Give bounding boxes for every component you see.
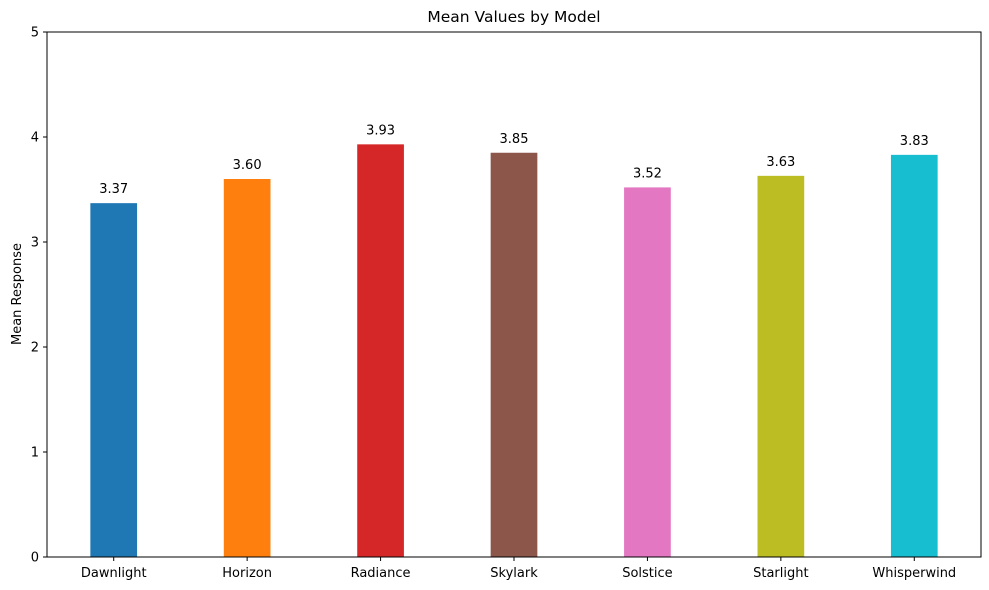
bar-horizon bbox=[223, 179, 271, 557]
data-labels-layer: 3.37 3.60 3.93 3.85 3.52 3.63 3.83 bbox=[99, 123, 929, 197]
y-tick-label: 1 bbox=[31, 446, 39, 461]
bar-dawnlight bbox=[90, 203, 138, 557]
bar-solstice bbox=[624, 187, 671, 557]
x-tick-label-dawnlight: Dawnlight bbox=[81, 566, 147, 581]
y-tick-label: 4 bbox=[31, 131, 39, 146]
chart-title: Mean Values by Model bbox=[427, 8, 600, 26]
x-tick-label-radiance: Radiance bbox=[351, 566, 411, 581]
x-ticks-layer: Dawnlight Horizon Radiance Skylark Solstice S… bbox=[81, 557, 956, 581]
y-tick-label: 5 bbox=[31, 26, 39, 41]
data-label-whisperwind: 3.83 bbox=[900, 134, 929, 149]
y-axis-label: Mean Response bbox=[10, 243, 25, 345]
bars-layer bbox=[90, 144, 938, 557]
bar-radiance bbox=[357, 144, 404, 557]
x-tick-label-horizon: Horizon bbox=[222, 566, 272, 581]
data-label-horizon: 3.60 bbox=[233, 158, 262, 173]
plot-frame bbox=[46, 31, 982, 558]
x-tick-label-whisperwind: Whisperwind bbox=[872, 566, 956, 581]
x-tick-label-solstice: Solstice bbox=[622, 566, 672, 581]
y-tick-label: 3 bbox=[31, 236, 39, 251]
bar-starlight bbox=[757, 175, 805, 557]
data-label-starlight: 3.63 bbox=[766, 155, 795, 170]
y-tick-label: 0 bbox=[31, 551, 39, 566]
bar-whisperwind bbox=[890, 154, 938, 557]
x-tick-label-skylark: Skylark bbox=[490, 566, 538, 581]
data-label-radiance: 3.93 bbox=[366, 123, 395, 138]
y-tick-label: 2 bbox=[31, 341, 39, 356]
data-label-skylark: 3.85 bbox=[500, 132, 529, 147]
data-label-solstice: 3.52 bbox=[633, 166, 662, 181]
bar-skylark bbox=[490, 152, 538, 557]
data-label-dawnlight: 3.37 bbox=[99, 182, 128, 197]
y-ticks-layer: 0 1 2 3 4 5 bbox=[31, 26, 47, 566]
x-tick-label-starlight: Starlight bbox=[753, 566, 808, 581]
